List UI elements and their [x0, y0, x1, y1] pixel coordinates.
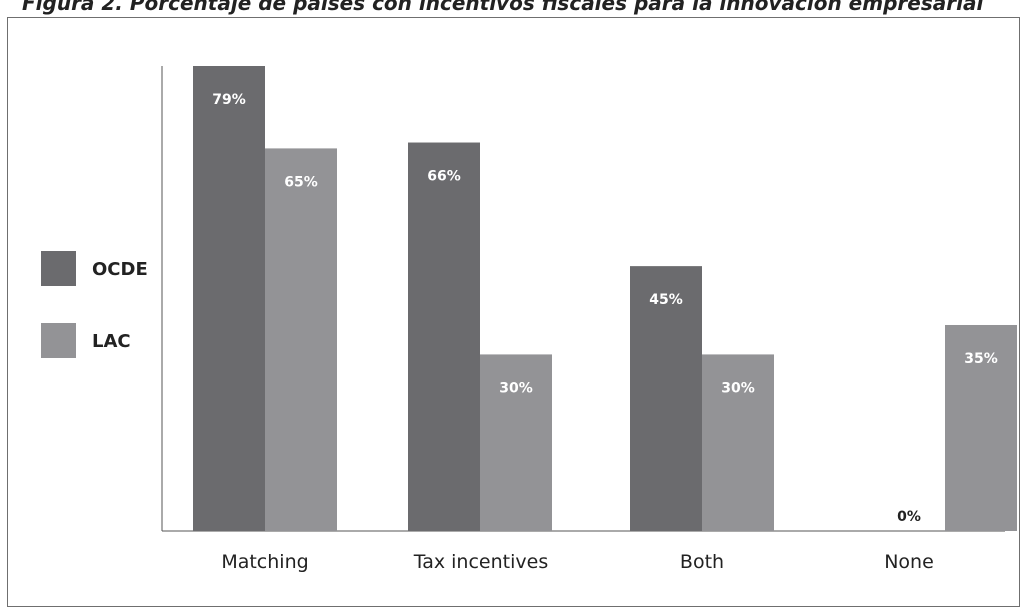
bar-lac-tax-incentives: [480, 354, 552, 531]
data-label-lac-none: 35%: [964, 351, 998, 367]
chart-axes: Matching Tax incentives Both None: [161, 66, 1005, 573]
chart-legend: OCDE LAC: [41, 251, 148, 358]
figure-title: Figura 2. Porcentaje de países con incen…: [22, 0, 984, 15]
bar-lac-both: [702, 354, 774, 531]
legend-label-ocde: OCDE: [92, 259, 148, 280]
x-tick-label-none: None: [884, 551, 934, 573]
legend-swatch-ocde: [41, 251, 76, 286]
data-label-ocde-both: 45%: [649, 292, 683, 308]
data-label-lac-both: 30%: [721, 380, 755, 396]
legend-swatch-lac: [41, 323, 76, 358]
data-label-lac-matching: 65%: [284, 174, 318, 190]
data-label-ocde-none: 0%: [897, 509, 921, 525]
chart-bars: 79% 65% 66% 30% 45% 30% 0% 35%: [193, 66, 1017, 531]
data-label-ocde-matching: 79%: [212, 92, 246, 108]
bar-ocde-tax-incentives: [408, 142, 480, 531]
x-tick-label-both: Both: [680, 551, 724, 573]
bar-ocde-both: [630, 266, 702, 531]
bar-ocde-matching: [193, 66, 265, 531]
data-label-ocde-tax-incentives: 66%: [427, 169, 461, 185]
legend-label-lac: LAC: [92, 331, 131, 352]
x-tick-label-tax-incentives: Tax incentives: [413, 551, 548, 573]
bar-lac-matching: [265, 148, 337, 531]
data-label-lac-tax-incentives: 30%: [499, 380, 533, 396]
bar-lac-none: [945, 324, 1017, 531]
x-tick-label-matching: Matching: [221, 551, 308, 573]
